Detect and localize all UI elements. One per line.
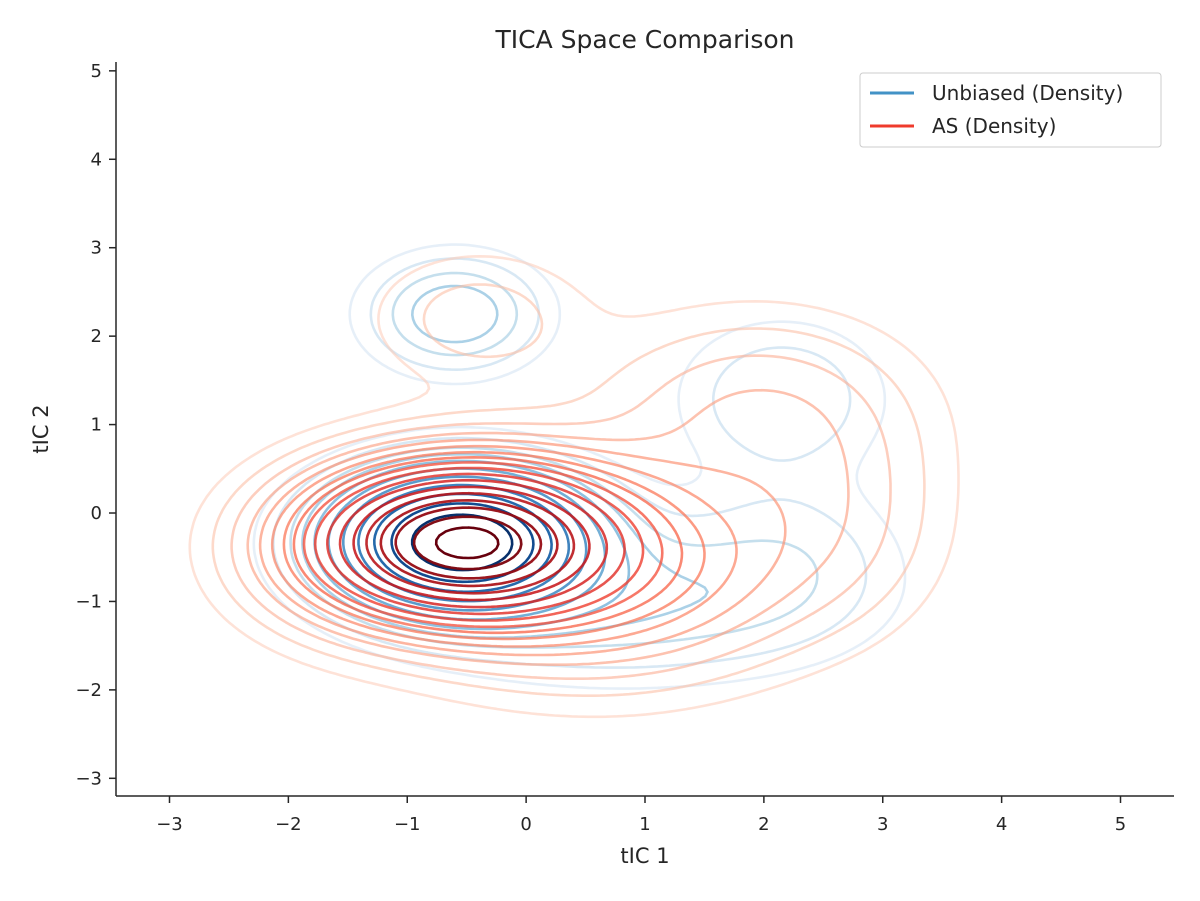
contour-line	[282, 450, 706, 641]
y-tick-label: −3	[75, 768, 102, 789]
contour-layer	[188, 243, 960, 719]
as-density-contours	[188, 255, 960, 719]
x-tick-label: 3	[877, 814, 888, 835]
contour-line	[313, 466, 645, 622]
contour-line	[188, 255, 960, 719]
contour-line	[326, 472, 626, 616]
y-axis-label: tIC 2	[29, 404, 53, 453]
y-tick-label: −1	[75, 591, 102, 612]
x-tick-label: −3	[156, 814, 183, 835]
contour-line	[365, 491, 576, 595]
y-ticks: −3 −2 −1 0 1 2 3 4 5	[75, 61, 116, 789]
legend-label-as: AS (Density)	[932, 114, 1056, 138]
y-tick-label: −2	[75, 680, 102, 701]
contour-line	[352, 485, 591, 602]
contour-line	[246, 388, 850, 666]
contour-line	[390, 502, 535, 584]
contour-line	[302, 461, 664, 629]
x-tick-label: −1	[394, 814, 421, 835]
legend-box	[859, 72, 1162, 148]
x-tick-label: 2	[758, 814, 769, 835]
x-tick-label: −2	[275, 814, 302, 835]
contour-line	[211, 283, 926, 697]
contour-line	[230, 354, 892, 680]
contour-line	[292, 456, 684, 635]
contour-line	[379, 499, 559, 588]
y-tick-label: 1	[91, 415, 102, 436]
legend: Unbiased (Density) AS (Density)	[859, 72, 1162, 148]
x-tick-label: 5	[1115, 814, 1126, 835]
axes	[115, 62, 1174, 797]
contour-line	[270, 444, 738, 648]
y-tick-label: 3	[91, 238, 102, 259]
contour-line	[258, 438, 787, 657]
chart-title: TICA Space Comparison	[495, 25, 795, 54]
x-tick-label: 0	[520, 814, 531, 835]
y-tick-label: 5	[91, 61, 102, 82]
contour-line	[434, 526, 500, 560]
legend-label-unbiased: Unbiased (Density)	[932, 81, 1123, 105]
contour-line	[412, 515, 523, 571]
contour-line	[252, 243, 907, 690]
y-tick-label: 0	[91, 503, 102, 524]
contour-line	[394, 506, 543, 580]
x-tick-label: 4	[996, 814, 1007, 835]
contour-line	[338, 478, 609, 609]
x-axis-label: tIC 1	[620, 844, 669, 868]
x-ticks: −3 −2 −1 0 1 2 3 4 5	[156, 796, 1126, 835]
y-tick-label: 2	[91, 326, 102, 347]
y-tick-label: 4	[91, 149, 102, 170]
x-tick-label: 1	[639, 814, 650, 835]
